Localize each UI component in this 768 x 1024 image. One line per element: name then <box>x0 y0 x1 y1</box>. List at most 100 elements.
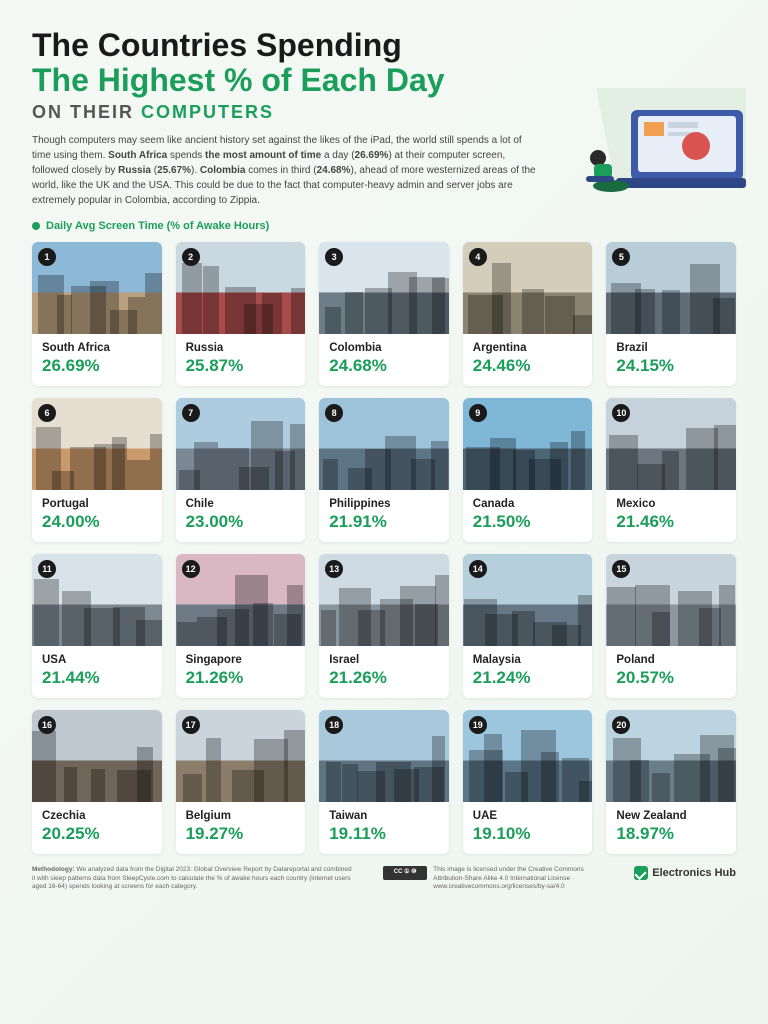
city-thumb: 1 <box>32 242 162 334</box>
card-body: Portugal 24.00% <box>32 490 162 542</box>
footer: Methodology: We analyzed data from the D… <box>32 866 736 891</box>
country-card: 5 Brazil 24.15% <box>606 242 736 386</box>
country-name: Singapore <box>186 654 296 666</box>
country-card: 6 Portugal 24.00% <box>32 398 162 542</box>
card-body: USA 21.44% <box>32 646 162 698</box>
country-card: 15 Poland 20.57% <box>606 554 736 698</box>
city-thumb: 3 <box>319 242 449 334</box>
country-card: 2 Russia 25.87% <box>176 242 306 386</box>
country-name: USA <box>42 654 152 666</box>
country-name: Chile <box>186 498 296 510</box>
country-name: Mexico <box>616 498 726 510</box>
country-name: Argentina <box>473 342 583 354</box>
country-name: Belgium <box>186 810 296 822</box>
country-grid: 1 South Africa 26.69% 2 Russia 25.87% 3 … <box>32 242 736 854</box>
brand-shield-icon <box>634 866 648 880</box>
pct-value: 21.46% <box>616 512 726 532</box>
country-name: South Africa <box>42 342 152 354</box>
card-body: Taiwan 19.11% <box>319 802 449 854</box>
city-thumb: 4 <box>463 242 593 334</box>
country-name: Malaysia <box>473 654 583 666</box>
city-thumb: 5 <box>606 242 736 334</box>
city-thumb: 12 <box>176 554 306 646</box>
country-card: 7 Chile 23.00% <box>176 398 306 542</box>
card-body: Canada 21.50% <box>463 490 593 542</box>
country-name: Philippines <box>329 498 439 510</box>
city-thumb: 11 <box>32 554 162 646</box>
card-body: Argentina 24.46% <box>463 334 593 386</box>
city-thumb: 17 <box>176 710 306 802</box>
country-card: 10 Mexico 21.46% <box>606 398 736 542</box>
city-thumb: 7 <box>176 398 306 490</box>
country-name: Portugal <box>42 498 152 510</box>
country-name: Canada <box>473 498 583 510</box>
pct-value: 21.91% <box>329 512 439 532</box>
city-thumb: 13 <box>319 554 449 646</box>
country-card: 19 UAE 19.10% <box>463 710 593 854</box>
country-card: 17 Belgium 19.27% <box>176 710 306 854</box>
methodology-text: We analyzed data from the Digital 2023: … <box>32 866 352 890</box>
pct-value: 20.57% <box>616 668 726 688</box>
country-name: Colombia <box>329 342 439 354</box>
country-name: UAE <box>473 810 583 822</box>
city-thumb: 16 <box>32 710 162 802</box>
pct-value: 19.10% <box>473 824 583 844</box>
city-thumb: 6 <box>32 398 162 490</box>
card-body: Poland 20.57% <box>606 646 736 698</box>
pct-value: 24.15% <box>616 356 726 376</box>
city-thumb: 2 <box>176 242 306 334</box>
country-card: 4 Argentina 24.46% <box>463 242 593 386</box>
rank-badge: 2 <box>182 248 200 266</box>
country-card: 18 Taiwan 19.11% <box>319 710 449 854</box>
laptop-illustration <box>576 88 746 208</box>
card-body: Russia 25.87% <box>176 334 306 386</box>
country-name: Poland <box>616 654 726 666</box>
country-card: 8 Philippines 21.91% <box>319 398 449 542</box>
city-thumb: 15 <box>606 554 736 646</box>
rank-badge: 7 <box>182 404 200 422</box>
country-card: 12 Singapore 21.26% <box>176 554 306 698</box>
card-body: South Africa 26.69% <box>32 334 162 386</box>
brand: Electronics Hub <box>634 866 736 880</box>
methodology: Methodology: We analyzed data from the D… <box>32 866 352 891</box>
city-thumb: 20 <box>606 710 736 802</box>
pct-value: 21.26% <box>329 668 439 688</box>
pct-value: 24.68% <box>329 356 439 376</box>
methodology-label: Methodology: <box>32 866 75 873</box>
card-body: UAE 19.10% <box>463 802 593 854</box>
card-body: Belgium 19.27% <box>176 802 306 854</box>
card-body: Chile 23.00% <box>176 490 306 542</box>
legend-dot-icon <box>32 222 40 230</box>
card-body: Brazil 24.15% <box>606 334 736 386</box>
card-body: Israel 21.26% <box>319 646 449 698</box>
city-thumb: 18 <box>319 710 449 802</box>
pct-value: 25.87% <box>186 356 296 376</box>
title-line1: The Countries Spending <box>32 28 736 63</box>
country-card: 20 New Zealand 18.97% <box>606 710 736 854</box>
card-body: Colombia 24.68% <box>319 334 449 386</box>
pct-value: 21.44% <box>42 668 152 688</box>
card-body: Czechia 20.25% <box>32 802 162 854</box>
country-name: Taiwan <box>329 810 439 822</box>
rank-badge: 17 <box>182 716 200 734</box>
pct-value: 21.24% <box>473 668 583 688</box>
country-card: 14 Malaysia 21.24% <box>463 554 593 698</box>
pct-value: 24.00% <box>42 512 152 532</box>
license: CC ① ⑩ This image is licensed under the … <box>383 866 603 891</box>
pct-value: 19.27% <box>186 824 296 844</box>
country-card: 3 Colombia 24.68% <box>319 242 449 386</box>
card-body: Philippines 21.91% <box>319 490 449 542</box>
city-thumb: 14 <box>463 554 593 646</box>
subtitle-prefix: ON THEIR <box>32 102 141 122</box>
country-name: Israel <box>329 654 439 666</box>
pct-value: 24.46% <box>473 356 583 376</box>
country-name: Czechia <box>42 810 152 822</box>
pct-value: 20.25% <box>42 824 152 844</box>
legend: Daily Avg Screen Time (% of Awake Hours) <box>32 220 736 232</box>
card-body: Mexico 21.46% <box>606 490 736 542</box>
rank-badge: 12 <box>182 560 200 578</box>
pct-value: 26.69% <box>42 356 152 376</box>
pct-value: 23.00% <box>186 512 296 532</box>
country-name: New Zealand <box>616 810 726 822</box>
intro-text: Though computers may seem like ancient h… <box>32 133 542 208</box>
